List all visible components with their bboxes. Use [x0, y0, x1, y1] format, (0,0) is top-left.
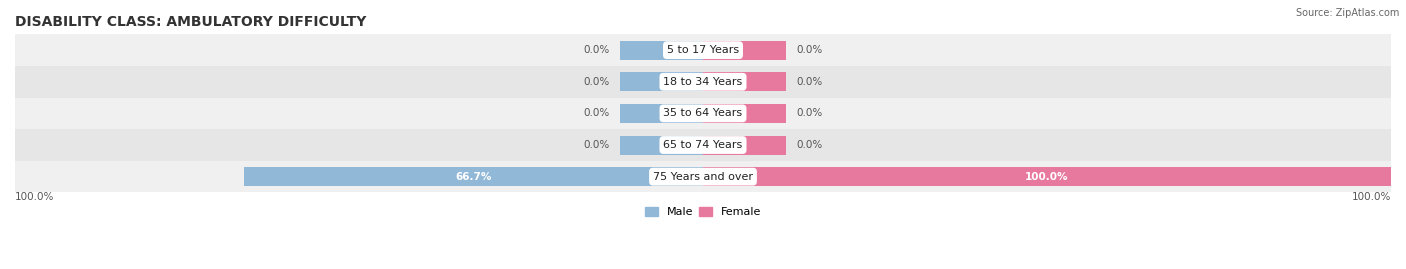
Bar [620, 41, 703, 60]
Text: 100.0%: 100.0% [1025, 172, 1069, 182]
Text: 0.0%: 0.0% [796, 77, 823, 87]
Text: 0.0%: 0.0% [583, 140, 610, 150]
Bar [245, 167, 703, 186]
Text: 0.0%: 0.0% [796, 45, 823, 55]
Bar [620, 136, 703, 154]
Bar [15, 66, 1391, 98]
Text: 0.0%: 0.0% [583, 77, 610, 87]
Text: 65 to 74 Years: 65 to 74 Years [664, 140, 742, 150]
Text: 5 to 17 Years: 5 to 17 Years [666, 45, 740, 55]
Legend: Male, Female: Male, Female [640, 202, 766, 222]
Text: 35 to 64 Years: 35 to 64 Years [664, 108, 742, 118]
Text: 75 Years and over: 75 Years and over [652, 172, 754, 182]
Bar [15, 129, 1391, 161]
Text: 0.0%: 0.0% [796, 140, 823, 150]
Bar [703, 167, 1391, 186]
Bar [703, 136, 786, 154]
Text: 18 to 34 Years: 18 to 34 Years [664, 77, 742, 87]
Bar [15, 34, 1391, 66]
Text: DISABILITY CLASS: AMBULATORY DIFFICULTY: DISABILITY CLASS: AMBULATORY DIFFICULTY [15, 15, 367, 29]
Bar [703, 72, 786, 91]
Text: 100.0%: 100.0% [15, 192, 55, 203]
Bar [620, 104, 703, 123]
Text: Source: ZipAtlas.com: Source: ZipAtlas.com [1295, 8, 1399, 18]
Text: 0.0%: 0.0% [796, 108, 823, 118]
Bar [15, 161, 1391, 192]
Text: 100.0%: 100.0% [1351, 192, 1391, 203]
Text: 66.7%: 66.7% [456, 172, 492, 182]
Bar [703, 104, 786, 123]
Text: 0.0%: 0.0% [583, 45, 610, 55]
Bar [703, 41, 786, 60]
Text: 0.0%: 0.0% [583, 108, 610, 118]
Bar [15, 98, 1391, 129]
Bar [620, 72, 703, 91]
